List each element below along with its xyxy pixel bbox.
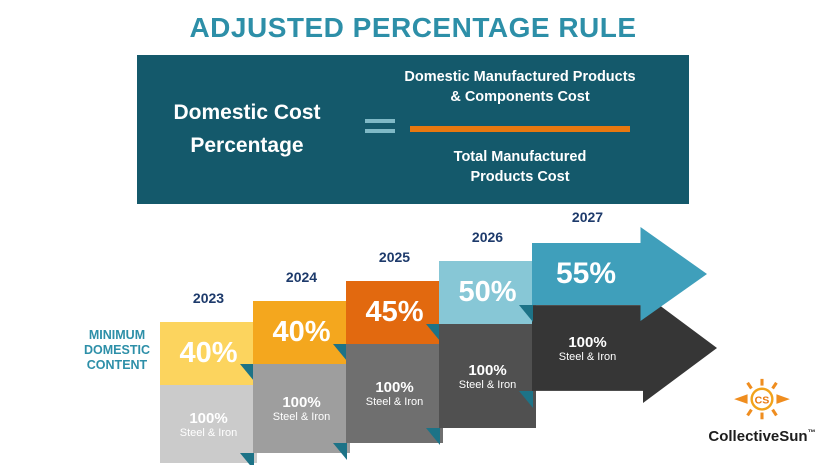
year-label: 2027 xyxy=(571,209,604,225)
domestic-content-block: 40% xyxy=(240,301,350,381)
steel-label: Steel & Iron xyxy=(558,350,617,363)
steel-label: Steel & Iron xyxy=(272,411,331,423)
steel-iron-block: 100% Steel & Iron xyxy=(426,324,536,445)
steel-label: Steel & Iron xyxy=(365,396,424,408)
fraction-denominator: Total Manufactured Products Cost xyxy=(453,149,587,186)
steel-pct-value: 100% xyxy=(189,409,228,427)
sun-icon: CS xyxy=(734,378,790,420)
steel-pct-value: 100% xyxy=(468,361,507,379)
domestic-content-block: 45% xyxy=(333,281,443,361)
logo-name: CollectiveSun xyxy=(708,428,808,445)
content-pct-value: 40% xyxy=(272,316,331,348)
content-pct-value: 50% xyxy=(458,276,517,308)
trademark-symbol: ™ xyxy=(807,428,816,437)
steel-iron-block: 100% Steel & Iron xyxy=(333,344,443,460)
year-label: 2023 xyxy=(192,290,225,306)
year-label: 2025 xyxy=(378,249,411,265)
equals-sign xyxy=(365,119,395,139)
content-pct-value: 55% xyxy=(555,257,617,290)
steel-pct-value: 100% xyxy=(568,333,607,351)
steel-label: Steel & Iron xyxy=(458,378,517,391)
equals-bar-top xyxy=(365,119,395,123)
equals-bar-bottom xyxy=(365,129,395,133)
steel-pct-value: 100% xyxy=(282,394,321,411)
formula-label: Domestic Cost Percentage xyxy=(173,100,321,157)
year-label: 2026 xyxy=(471,229,504,245)
logo-wordmark: CollectiveSun™ xyxy=(700,428,824,445)
steel-arrow-text: 100% Steel & Iron xyxy=(532,305,643,391)
formula-panel: Domestic Cost Percentage Domestic Manufa… xyxy=(137,55,689,204)
logo-monogram: CS xyxy=(755,394,770,406)
steel-pct-value: 100% xyxy=(375,379,414,396)
domestic-content-block: 50% xyxy=(426,261,536,341)
collectivesun-logo: CS CollectiveSun™ xyxy=(700,376,824,445)
domestic-content-block: 40% xyxy=(160,322,257,385)
content-pct-value: 40% xyxy=(179,337,238,369)
steel-iron-block: 100% Steel & Iron xyxy=(240,364,350,465)
row-label-minimum-domestic-content: MINIMUM DOMESTIC CONTENT xyxy=(84,328,150,372)
steel-label: Steel & Iron xyxy=(179,426,238,439)
content-pct-value: 45% xyxy=(365,296,424,328)
steel-iron-block: 100% Steel & Iron xyxy=(160,385,257,463)
page-title: ADJUSTED PERCENTAGE RULE xyxy=(189,12,637,43)
row-label-steel-iron-usage: STEEL & IRON USAGE xyxy=(84,398,137,442)
year-label: 2024 xyxy=(285,269,318,285)
steel-iron-arrow: 100% Steel & Iron xyxy=(532,293,717,403)
fraction-numerator: Domestic Manufactured Products & Compone… xyxy=(404,69,636,106)
fraction-bar xyxy=(410,126,630,132)
